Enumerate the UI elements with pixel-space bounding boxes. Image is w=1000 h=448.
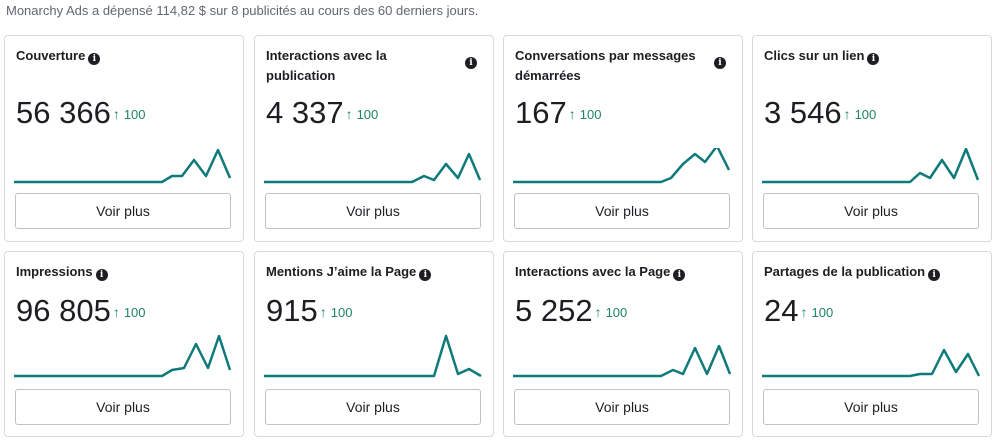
trend-value: 100 [579, 107, 602, 122]
trend-value: 100 [356, 107, 379, 122]
arrow-up-icon: ↑ [112, 304, 120, 320]
sparkline-chart [513, 344, 732, 378]
card-title: Mentions J’aime la Page i [266, 262, 466, 282]
info-circle-icon[interactable]: i [95, 269, 108, 281]
sparkline-chart [264, 152, 482, 184]
info-circle-icon[interactable]: i [867, 53, 880, 65]
metric-value: 4 337 [266, 95, 344, 130]
metric-value-row: 915 ↑ 100 [266, 293, 352, 331]
card-title: Partages de la publication i [764, 262, 964, 282]
metric-value-row: 3 546 ↑ 100 [764, 95, 876, 133]
trend-value: 100 [330, 305, 353, 320]
card-title: Couverture i [16, 46, 216, 66]
sparkline-line [14, 334, 232, 378]
card-title-text: Couverture [16, 48, 86, 63]
metric-value-row: 96 805 ↑ 100 [16, 293, 146, 331]
arrow-up-icon: ↑ [568, 106, 576, 122]
see-more-button[interactable]: Voir plus [514, 389, 730, 425]
see-more-button[interactable]: Voir plus [763, 389, 979, 425]
sparkline-chart [14, 334, 232, 378]
arrow-up-icon: ↑ [843, 106, 851, 122]
trend-indicator: ↑ 100 [345, 106, 379, 122]
metric-value: 167 [515, 95, 567, 130]
arrow-up-icon: ↑ [800, 304, 808, 320]
info-circle-icon[interactable]: i [465, 57, 477, 69]
sparkline-line [762, 348, 981, 378]
trend-value: 100 [854, 107, 877, 122]
metric-card-conversations: Conversations par messages démarrées i 1… [503, 35, 743, 242]
metric-value: 5 252 [515, 293, 593, 328]
sparkline-line [264, 334, 482, 378]
trend-indicator: ↑ 100 [319, 304, 353, 320]
sparkline-chart [513, 148, 731, 184]
metric-value-row: 24 ↑ 100 [764, 293, 833, 331]
spend-summary: Monarchy Ads a dépensé 114,82 $ sur 8 pu… [6, 3, 479, 18]
info-circle-icon[interactable]: i [714, 57, 726, 69]
metric-card-interactions-page: Interactions avec la Page i 5 252 ↑ 100 Voi… [503, 251, 743, 437]
see-more-button[interactable]: Voir plus [265, 389, 481, 425]
card-title: Interactions avec la publication [266, 46, 436, 86]
card-title: Impressions i [16, 262, 216, 282]
metric-value: 56 366 [16, 95, 111, 130]
sparkline-chart [762, 148, 980, 184]
see-more-button[interactable]: Voir plus [763, 193, 979, 229]
sparkline-chart [14, 148, 232, 184]
info-circle-icon[interactable]: i [88, 53, 101, 65]
trend-indicator: ↑ 100 [843, 106, 877, 122]
card-title-text: Impressions [16, 264, 93, 279]
trend-value: 100 [123, 107, 146, 122]
metric-value-row: 56 366 ↑ 100 [16, 95, 146, 133]
info-circle-icon[interactable]: i [419, 269, 432, 281]
trend-indicator: ↑ 100 [112, 304, 146, 320]
metric-card-partages: Partages de la publication i 24 ↑ 100 Voir … [752, 251, 992, 437]
metric-value: 24 [764, 293, 799, 328]
trend-value: 100 [811, 305, 834, 320]
card-title-text: Mentions J’aime la Page [266, 264, 417, 279]
see-more-button[interactable]: Voir plus [15, 389, 231, 425]
sparkline-line [513, 148, 731, 184]
sparkline-chart [264, 334, 482, 378]
info-circle-icon[interactable]: i [928, 269, 941, 281]
card-title-text: Partages de la publication [764, 264, 926, 279]
metric-card-interactions-publication: Interactions avec la publication i 4 337… [254, 35, 494, 242]
sparkline-line [264, 152, 482, 184]
sparkline-line [762, 148, 980, 184]
metric-card-mentions-jaime: Mentions J’aime la Page i 915 ↑ 100 Voir pl… [254, 251, 494, 437]
arrow-up-icon: ↑ [319, 304, 327, 320]
card-title-text: Interactions avec la publication [266, 48, 387, 83]
metric-card-clics-lien: Clics sur un lien i 3 546 ↑ 100 Voir plus [752, 35, 992, 242]
see-more-button[interactable]: Voir plus [15, 193, 231, 229]
trend-indicator: ↑ 100 [800, 304, 834, 320]
card-title: Interactions avec la Page i [515, 262, 715, 282]
card-title: Conversations par messages démarrées [515, 46, 715, 86]
arrow-up-icon: ↑ [345, 106, 353, 122]
card-title-text: Conversations par messages démarrées [515, 48, 696, 83]
trend-value: 100 [123, 305, 146, 320]
card-title: Clics sur un lien i [764, 46, 964, 66]
see-more-button[interactable]: Voir plus [514, 193, 730, 229]
sparkline-line [14, 148, 232, 184]
metric-value: 3 546 [764, 95, 842, 130]
metric-value-row: 4 337 ↑ 100 [266, 95, 378, 133]
sparkline-chart [762, 348, 981, 378]
metric-value: 96 805 [16, 293, 111, 328]
metric-card-impressions: Impressions i 96 805 ↑ 100 Voir plus [4, 251, 244, 437]
arrow-up-icon: ↑ [594, 304, 602, 320]
see-more-button[interactable]: Voir plus [265, 193, 481, 229]
metric-value-row: 167 ↑ 100 [515, 95, 601, 133]
trend-indicator: ↑ 100 [568, 106, 602, 122]
trend-indicator: ↑ 100 [112, 106, 146, 122]
metric-card-couverture: Couverture i 56 366 ↑ 100 Voir plus [4, 35, 244, 242]
trend-value: 100 [605, 305, 628, 320]
metric-value: 915 [266, 293, 318, 328]
sparkline-line [513, 344, 732, 378]
card-title-text: Clics sur un lien [764, 48, 865, 63]
card-title-text: Interactions avec la Page [515, 264, 671, 279]
info-circle-icon[interactable]: i [673, 269, 686, 281]
metric-value-row: 5 252 ↑ 100 [515, 293, 627, 331]
arrow-up-icon: ↑ [112, 106, 120, 122]
trend-indicator: ↑ 100 [594, 304, 628, 320]
